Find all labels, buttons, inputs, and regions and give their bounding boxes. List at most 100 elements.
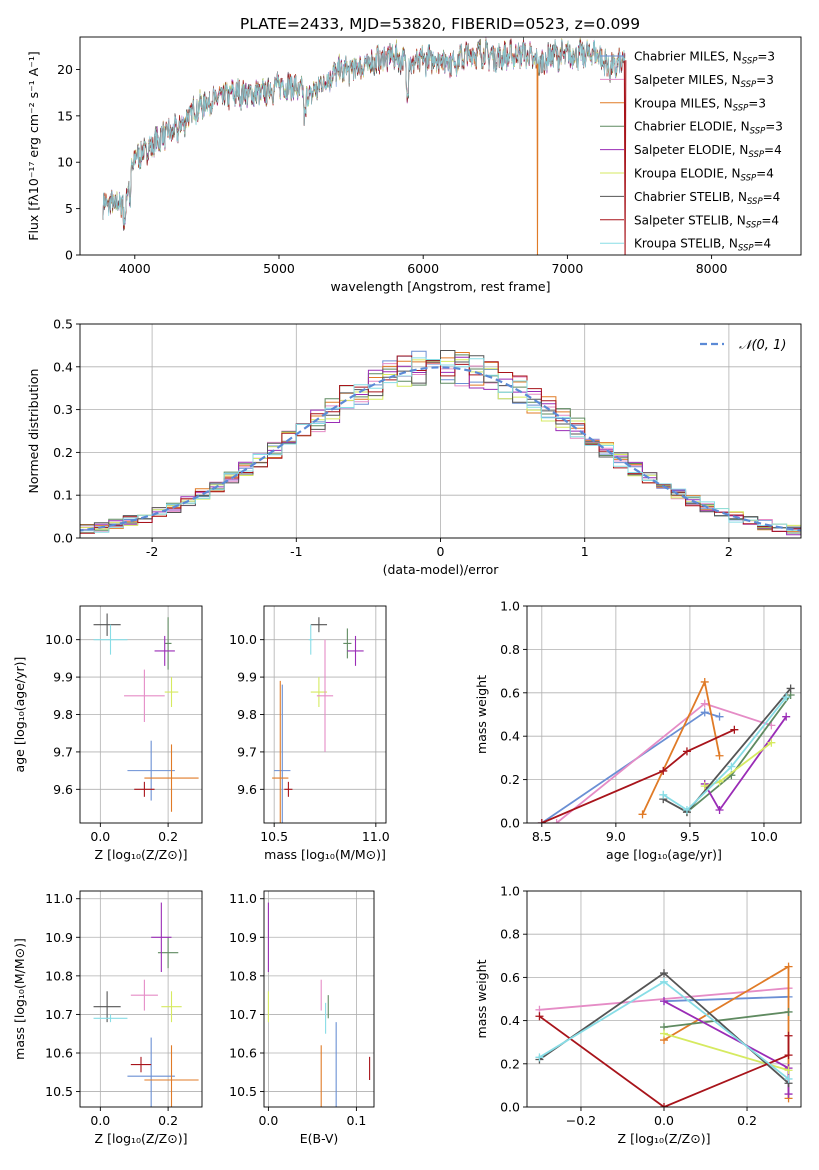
gridlines bbox=[80, 891, 202, 1107]
y-tick-label: 0.1 bbox=[53, 488, 73, 503]
errorbar-salpeter-elodie bbox=[151, 902, 172, 972]
hist-kroupa-miles bbox=[80, 352, 801, 532]
weight-marker-salpeter-stelib bbox=[659, 766, 668, 775]
weight-line-salpeter-stelib bbox=[541, 728, 735, 823]
weight-marker-salpeter-stelib bbox=[682, 747, 691, 756]
legend-label-kroupa-stelib: Kroupa STELIB, NSSP=4 bbox=[634, 237, 771, 254]
errorbar-salpeter-miles bbox=[316, 639, 334, 752]
errorbar-chabrier-stelib bbox=[310, 617, 328, 633]
errorbar-kroupa-stelib bbox=[93, 624, 128, 655]
weight-marker-chabrier-elodie bbox=[784, 1007, 793, 1016]
errorbar-kroupa-stelib bbox=[308, 624, 313, 655]
x-axis-label: Z [log₁₀(Z/Z⊙)] bbox=[618, 1131, 711, 1146]
x-tick-label: -2 bbox=[146, 544, 158, 559]
x-tick-label: 9.5 bbox=[680, 829, 700, 844]
axes-frame bbox=[263, 890, 375, 1108]
weight-marker-salpeter-stelib bbox=[784, 1051, 793, 1060]
weight-line-chabrier-miles bbox=[663, 995, 789, 1003]
y-axis-label: mass [log₁₀(M/M⊙)] bbox=[12, 938, 27, 1060]
y-tick-label: 0.8 bbox=[500, 927, 520, 942]
weight-marker-kroupa-elodie bbox=[767, 738, 776, 747]
y-tick-label: 0.0 bbox=[500, 1100, 520, 1115]
y-tick-label: 10 bbox=[57, 155, 73, 170]
legend-label-salpeter-stelib: Salpeter STELIB, NSSP=4 bbox=[634, 213, 779, 230]
x-axis-label: Z [log₁₀(Z/Z⊙)] bbox=[95, 1131, 188, 1146]
weight-marker-salpeter-stelib bbox=[535, 1012, 544, 1021]
x-axis-label: mass [log₁₀(M/M⊙)] bbox=[264, 847, 386, 862]
weight-marker-kroupa-miles bbox=[715, 751, 724, 760]
x-axis-label: Z [log₁₀(Z/Z⊙)] bbox=[95, 847, 188, 862]
errorbar-salpeter-elodie bbox=[154, 635, 175, 666]
panel-spectrum: 4000 5000 6000 7000 8000 0 5 10 15 20 wavelength [… bbox=[26, 36, 802, 294]
errorbar-chabrier-stelib bbox=[93, 991, 121, 1023]
y-tick-label: 1.0 bbox=[500, 599, 520, 614]
weight-marker-kroupa-stelib bbox=[782, 693, 791, 702]
axes-frame bbox=[79, 36, 802, 256]
weight-marker-kroupa-elodie bbox=[700, 782, 709, 791]
legend-label-chabrier-miles: Chabrier MILES, NSSP=3 bbox=[634, 50, 775, 67]
weight-marker-salpeter-miles bbox=[552, 819, 561, 823]
legend-label-kroupa-elodie: Kroupa ELODIE, NSSP=4 bbox=[634, 167, 774, 184]
x-tick-label: 0.0 bbox=[258, 1113, 278, 1128]
y-tick-label: 5 bbox=[65, 201, 73, 216]
y-tick-label: 9.8 bbox=[53, 707, 73, 722]
y-tick-label: 10.0 bbox=[45, 632, 73, 647]
weight-marker-chabrier-miles bbox=[715, 712, 724, 721]
y-tick-label: 0.6 bbox=[500, 685, 520, 700]
gridlines bbox=[80, 606, 202, 823]
weight-line-kroupa-miles bbox=[663, 965, 790, 1099]
errorbar-chabrier-miles bbox=[127, 740, 175, 801]
y-tick-label: 0.2 bbox=[500, 772, 520, 787]
weight-marker-kroupa-stelib bbox=[682, 805, 691, 814]
errorbar-salpeter-stelib bbox=[284, 781, 293, 797]
weight-marker-kroupa-miles bbox=[784, 962, 793, 971]
gridlines bbox=[527, 605, 801, 824]
errorbar-salpeter-miles bbox=[124, 669, 165, 722]
panel-residuals: -2 -1 0 1 2 0.0 0.1 0.2 0.3 0.4 0.5 (data-model)/er… bbox=[26, 317, 802, 577]
errorbar-kroupa-miles bbox=[144, 1045, 199, 1107]
weight-marker-kroupa-stelib bbox=[659, 790, 668, 799]
weight-marker-chabrier-stelib bbox=[786, 684, 795, 693]
weight-marker-kroupa-miles bbox=[638, 810, 647, 819]
weight-marker-kroupa-stelib bbox=[535, 1053, 544, 1062]
legend-label-kroupa-miles: Kroupa MILES, NSSP=3 bbox=[634, 96, 766, 113]
y-tick-label: 0.0 bbox=[500, 816, 520, 831]
weight-marker-kroupa-elodie bbox=[660, 1029, 668, 1038]
weight-marker-salpeter-elodie bbox=[715, 805, 724, 814]
y-tick-label: 11.0 bbox=[229, 891, 257, 906]
x-tick-label: 0.1 bbox=[346, 1113, 366, 1128]
plot-area bbox=[535, 962, 793, 1107]
weight-marker-salpeter-stelib bbox=[537, 819, 546, 823]
y-tick-label: 9.7 bbox=[53, 744, 73, 759]
axes-frame bbox=[79, 890, 203, 1108]
x-axis-label: (data-model)/error bbox=[383, 562, 500, 577]
y-tick-label: 0.2 bbox=[500, 1056, 520, 1071]
y-tick-label: 0.5 bbox=[53, 317, 73, 332]
y-tick-label: 1.0 bbox=[500, 884, 520, 899]
y-tick-label: 0.4 bbox=[500, 1013, 520, 1028]
y-tick-label: 0.2 bbox=[53, 445, 73, 460]
y-tick-label: 10.7 bbox=[229, 1007, 257, 1022]
weight-marker-kroupa-stelib bbox=[784, 1074, 793, 1083]
x-tick-label: 0 bbox=[437, 544, 445, 559]
errorbar-chabrier-stelib bbox=[93, 613, 121, 636]
errorbar-salpeter-elodie bbox=[347, 635, 364, 666]
y-tick-label: 0.4 bbox=[53, 359, 73, 374]
y-axis-label: Normed distribution bbox=[26, 369, 41, 494]
y-tick-label: 10.8 bbox=[229, 968, 257, 983]
y-tick-label: 9.6 bbox=[53, 782, 73, 797]
x-tick-label: −0.2 bbox=[566, 1113, 596, 1128]
weight-line-kroupa-stelib bbox=[662, 696, 787, 812]
y-tick-label: 0.4 bbox=[500, 729, 520, 744]
legend-label-salpeter-miles: Salpeter MILES, NSSP=3 bbox=[634, 73, 774, 90]
hist-salpeter-miles bbox=[80, 363, 801, 537]
weight-marker-kroupa-stelib bbox=[660, 977, 668, 986]
errorbar-chabrier-miles bbox=[127, 1037, 175, 1107]
hist-chabrier-stelib bbox=[80, 350, 801, 536]
errorbar-kroupa-elodie bbox=[161, 991, 182, 1023]
y-tick-label: 10.5 bbox=[229, 1084, 257, 1099]
panel-weight-vs-Z: −0.2 0.0 0.2 0.0 0.2 0.4 0.6 0.8 1.0 Z [log₁₀(Z/Z… bbox=[474, 884, 802, 1146]
spectrum-masked-drop bbox=[623, 60, 627, 255]
y-tick-label: 0.0 bbox=[53, 531, 73, 546]
